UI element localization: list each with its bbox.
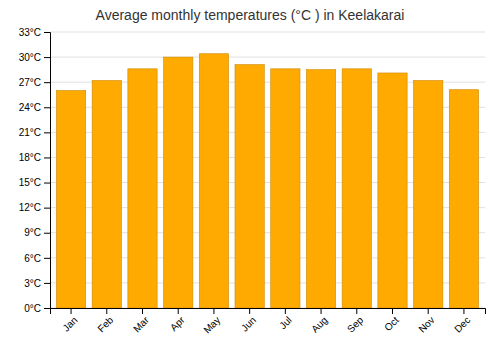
y-tick: 3°C xyxy=(24,278,50,289)
x-tick-label: Jun xyxy=(239,314,258,333)
bar xyxy=(378,73,407,308)
bar xyxy=(414,81,443,308)
bar xyxy=(128,69,157,308)
bar xyxy=(164,57,193,308)
bar xyxy=(56,91,85,308)
y-tick-label: 9°C xyxy=(24,227,41,238)
bar xyxy=(306,70,335,308)
bar xyxy=(271,69,300,308)
x-axis-line xyxy=(51,309,486,315)
grid xyxy=(50,32,485,308)
x-tick-label: Nov xyxy=(416,314,436,334)
y-tick-label: 33°C xyxy=(19,27,41,38)
y-tick: 0°C xyxy=(24,303,50,314)
x-tick-mark xyxy=(71,308,72,314)
y-tick: 24°C xyxy=(19,102,50,113)
bar xyxy=(199,54,228,308)
x-tick-mark xyxy=(285,308,286,314)
x-tick-label: Sep xyxy=(345,314,366,335)
x-tick-label: Oct xyxy=(382,314,401,333)
bar xyxy=(449,90,478,308)
x-tick-mark xyxy=(213,308,214,314)
y-tick-label: 15°C xyxy=(19,177,41,188)
y-tick-label: 24°C xyxy=(19,102,41,113)
y-tick: 18°C xyxy=(19,152,50,163)
y-tick-mark xyxy=(44,183,50,184)
x-tick: Feb xyxy=(95,308,115,334)
x-tick-label: Aug xyxy=(309,314,329,334)
x-tick: Jan xyxy=(60,308,79,334)
x-tick-label: Jan xyxy=(60,314,79,333)
plot: 0°C 3°C 6°C 9°C 12°C 15°C 18°C 21°C 24°C 27°C 30°C… xyxy=(19,27,486,336)
y-tick-mark xyxy=(44,82,50,83)
y-tick-mark xyxy=(44,258,50,259)
x-axis: Jan Feb Mar Apr May Jun Jul Aug Sep Oct Nov Dec xyxy=(51,308,486,336)
x-tick: Nov xyxy=(416,308,436,335)
y-tick-mark xyxy=(44,132,50,133)
x-tick: Dec xyxy=(452,308,472,335)
x-tick: Jul xyxy=(277,308,294,331)
y-tick-label: 21°C xyxy=(19,127,41,138)
y-axis: 0°C 3°C 6°C 9°C 12°C 15°C 18°C 21°C 24°C 27°C 30°C… xyxy=(19,27,51,314)
y-tick-mark xyxy=(44,283,50,284)
x-tick-label: Jul xyxy=(277,314,294,331)
y-tick-mark xyxy=(44,57,50,58)
y-tick-label: 3°C xyxy=(24,278,41,289)
y-tick-mark xyxy=(44,107,50,108)
x-tick: Jun xyxy=(239,308,258,334)
bars xyxy=(56,54,478,308)
x-tick: Sep xyxy=(345,308,366,335)
y-tick-label: 18°C xyxy=(19,152,41,163)
x-tick: Mar xyxy=(131,308,151,334)
y-tick-mark xyxy=(44,208,50,209)
y-tick: 12°C xyxy=(19,202,50,213)
y-tick: 27°C xyxy=(19,77,50,88)
x-tick-mark xyxy=(106,308,107,314)
y-tick-label: 6°C xyxy=(24,253,41,264)
x-tick: Aug xyxy=(309,308,329,335)
x-tick-mark xyxy=(463,308,464,314)
y-axis-line xyxy=(44,33,51,309)
y-tick-mark xyxy=(44,308,50,309)
y-tick-label: 12°C xyxy=(19,202,41,213)
x-tick-mark xyxy=(178,308,179,314)
y-tick: 21°C xyxy=(19,127,50,138)
x-tick-mark xyxy=(249,308,250,314)
grid-line xyxy=(50,57,485,58)
x-tick: Apr xyxy=(168,308,187,333)
x-tick: Oct xyxy=(382,308,401,333)
chart: Average monthly temperatures (°C ) in Ke… xyxy=(0,0,500,350)
x-tick-mark xyxy=(142,308,143,314)
bar xyxy=(92,81,121,308)
y-tick-label: 27°C xyxy=(19,77,41,88)
x-tick-mark xyxy=(321,308,322,314)
y-tick-mark xyxy=(44,32,50,33)
y-tick-mark xyxy=(44,157,50,158)
title: Average monthly temperatures (°C ) in Ke… xyxy=(96,7,405,23)
x-tick-mark xyxy=(392,308,393,314)
x-tick-mark xyxy=(356,308,357,314)
x-tick-label: Dec xyxy=(452,314,472,334)
y-tick: 9°C xyxy=(24,227,50,238)
x-tick-label: Mar xyxy=(131,314,151,334)
x-tick-label: May xyxy=(201,314,222,335)
bar xyxy=(235,65,264,308)
x-tick: May xyxy=(201,308,222,336)
x-tick-label: Feb xyxy=(95,314,115,334)
y-tick: 15°C xyxy=(19,177,50,188)
y-tick: 6°C xyxy=(24,253,50,264)
x-tick-label: Apr xyxy=(168,314,187,333)
y-tick: 30°C xyxy=(19,52,50,63)
y-tick-mark xyxy=(44,233,50,234)
y-tick-label: 0°C xyxy=(24,303,41,314)
grid-line xyxy=(50,32,485,33)
bar xyxy=(342,69,371,308)
x-tick-mark xyxy=(428,308,429,314)
y-tick: 33°C xyxy=(19,27,50,38)
y-tick-label: 30°C xyxy=(19,52,41,63)
